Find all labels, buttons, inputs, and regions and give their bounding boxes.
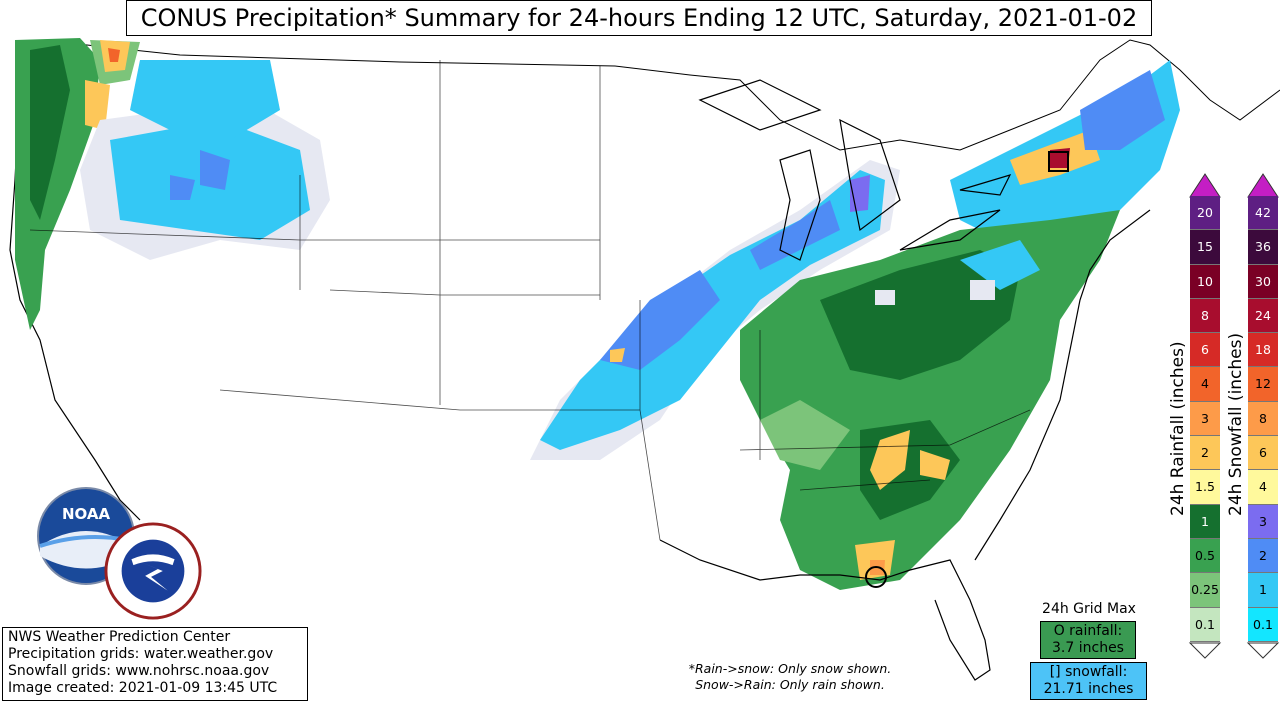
rain-scale-level: 0.5 xyxy=(1190,538,1220,574)
snow-scale-label: 24h Snowfall (inches) xyxy=(1226,332,1246,516)
noaa-logo-text: NOAA xyxy=(61,505,111,523)
snow-scale-level: 12 xyxy=(1248,367,1278,402)
snow-scale-level: 30 xyxy=(1248,264,1278,299)
snow-scale-level: 1 xyxy=(1248,573,1278,608)
rain-scale-level: 0.1 xyxy=(1190,607,1220,642)
snow-scale-level: 24 xyxy=(1248,298,1278,334)
rain-scale-level: 20 xyxy=(1190,196,1220,231)
credits-line: Snowfall grids: www.nohrsc.noaa.gov xyxy=(8,663,270,679)
grid-max-snowfall-value: 21.71 inches xyxy=(1043,681,1134,697)
snow-scale-level: 36 xyxy=(1248,230,1278,265)
rain-scale-top-arrow xyxy=(1189,173,1221,198)
grid-max-snowfall-box: [] snowfall: 21.71 inches xyxy=(1030,662,1147,700)
snow-scale-level: 18 xyxy=(1248,333,1278,368)
rain-colorbar: 20 15 10 8 6 4 3 2 1.5 1 0.5 0.25 0.1 xyxy=(1190,196,1220,642)
rain-scale-bottom-arrow xyxy=(1188,642,1222,659)
rain-scale-level: 10 xyxy=(1190,264,1220,299)
rain-scale-level: 6 xyxy=(1190,333,1220,368)
snow-scale-level: 0.1 xyxy=(1248,607,1278,642)
credits-line: Image created: 2021-01-09 13:45 UTC xyxy=(8,680,278,696)
rain-scale-level: 1 xyxy=(1190,504,1220,539)
grid-max-title: 24h Grid Max xyxy=(1042,601,1136,617)
snow-scale-level: 6 xyxy=(1248,436,1278,471)
credits-box: NWS Weather Prediction Center Precipitat… xyxy=(2,627,308,701)
snow-scale-level: 4 xyxy=(1248,470,1278,505)
grid-max-rainfall-label: O rainfall: xyxy=(1053,623,1123,639)
rain-scale-level: 1.5 xyxy=(1190,470,1220,505)
credits-line: NWS Weather Prediction Center xyxy=(8,629,231,645)
snow-scale-top-arrow xyxy=(1247,173,1279,198)
rain-scale-level: 15 xyxy=(1190,230,1220,265)
snow-scale-bottom-arrow xyxy=(1246,642,1280,659)
snow-scale-level: 2 xyxy=(1248,538,1278,574)
snow-scale-level: 8 xyxy=(1248,401,1278,437)
rain-scale-level: 8 xyxy=(1190,298,1220,334)
nws-logo xyxy=(104,522,202,620)
note-line: Snow->Rain: Only rain shown. xyxy=(695,677,885,692)
rain-scale-level: 2 xyxy=(1190,436,1220,471)
rain-scale-level: 0.25 xyxy=(1190,573,1220,608)
snow-colorbar: 42 36 30 24 18 12 8 6 4 3 2 1 0.1 xyxy=(1248,196,1278,642)
grid-max-rainfall-value: 3.7 inches xyxy=(1052,640,1124,656)
grid-max-snowfall-label: [] snowfall: xyxy=(1049,664,1128,680)
map-title: CONUS Precipitation* Summary for 24-hour… xyxy=(126,0,1152,36)
grid-max-rainfall-box: O rainfall: 3.7 inches xyxy=(1040,621,1136,659)
credits-line: Precipitation grids: water.weather.gov xyxy=(8,646,274,662)
transition-note: *Rain->snow: Only snow shown. Snow->Rain… xyxy=(660,661,920,693)
rain-scale-level: 3 xyxy=(1190,401,1220,437)
rain-scale-level: 4 xyxy=(1190,367,1220,402)
note-line: *Rain->snow: Only snow shown. xyxy=(688,661,892,676)
rain-scale-label: 24h Rainfall (inches) xyxy=(1168,341,1188,516)
snow-scale-level: 42 xyxy=(1248,196,1278,231)
snow-scale-level: 3 xyxy=(1248,504,1278,539)
